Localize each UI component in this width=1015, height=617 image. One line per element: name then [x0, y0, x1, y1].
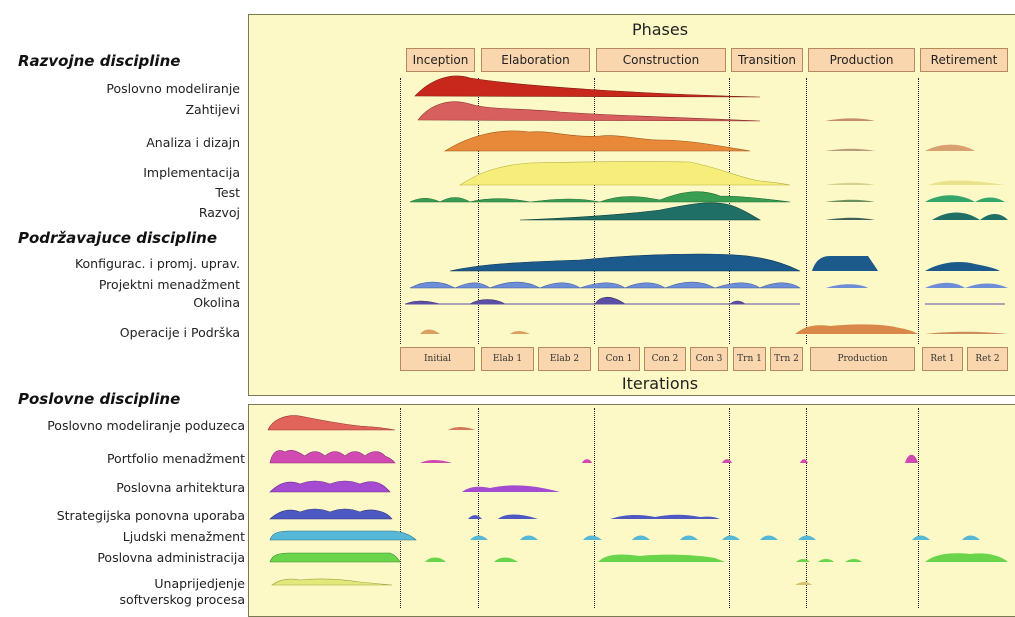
- iteration-con1: Con 1: [598, 347, 640, 371]
- iteration-trn1: Trn 1: [733, 347, 766, 371]
- discipline-label: Konfigurac. i promj. uprav.: [74, 256, 240, 271]
- boundary-line: [594, 78, 595, 344]
- iteration-ret2: Ret 2: [967, 347, 1008, 371]
- phase-inception: Inception: [406, 48, 475, 72]
- discipline-label: Test: [215, 185, 240, 200]
- iteration-con3: Con 3: [690, 347, 728, 371]
- discipline-label: Strategijska ponovna uporaba: [56, 508, 245, 523]
- boundary-line: [729, 78, 730, 344]
- boundary-line: [918, 408, 919, 608]
- discipline-label: softverskog procesa: [119, 592, 245, 607]
- iteration-elab1: Elab 1: [481, 347, 534, 371]
- discipline-label: Projektni menadžment: [98, 277, 240, 292]
- iteration-con2: Con 2: [644, 347, 686, 371]
- phases-title: Phases: [631, 20, 689, 39]
- phase-elaboration: Elaboration: [481, 48, 590, 72]
- iteration-trn2: Trn 2: [770, 347, 803, 371]
- business-panel: [248, 404, 1015, 617]
- discipline-label: Unaprijedjenje: [154, 576, 245, 591]
- boundary-line: [918, 78, 919, 344]
- discipline-label: Poslovna administracija: [97, 550, 245, 565]
- iteration-production: Production: [810, 347, 915, 371]
- phase-construction: Construction: [596, 48, 726, 72]
- boundary-line: [594, 408, 595, 608]
- boundary-line: [400, 78, 401, 344]
- iteration-ret1: Ret 1: [922, 347, 963, 371]
- boundary-line: [806, 78, 807, 344]
- discipline-label: Poslovno modeliranje: [106, 81, 240, 96]
- discipline-label: Analiza i dizajn: [146, 135, 240, 150]
- phase-production: Production: [808, 48, 915, 72]
- discipline-label: Razvoj: [198, 205, 240, 220]
- boundary-line: [478, 408, 479, 608]
- phase-retirement: Retirement: [920, 48, 1008, 72]
- discipline-label: Poslovno modeliranje poduzeca: [47, 418, 245, 433]
- discipline-label: Operacije i Podrška: [119, 325, 240, 340]
- boundary-line: [400, 408, 401, 608]
- section-razvojne: Razvojne discipline: [18, 52, 181, 70]
- discipline-label: Portfolio menadžment: [106, 451, 245, 466]
- boundary-line: [806, 408, 807, 608]
- discipline-label: Zahtijevi: [185, 102, 240, 117]
- discipline-label: Ljudski menažment: [122, 529, 245, 544]
- discipline-label: Poslovna arhitektura: [116, 480, 245, 495]
- iterations-title: Iterations: [621, 374, 699, 393]
- boundary-line: [478, 78, 479, 344]
- iteration-elab2: Elab 2: [538, 347, 591, 371]
- boundary-line: [729, 408, 730, 608]
- section-podrzavajuce: Podržavajuce discipline: [18, 229, 218, 247]
- discipline-label: Okolina: [193, 295, 240, 310]
- iteration-initial: Initial: [400, 347, 475, 371]
- section-poslovne: Poslovne discipline: [18, 390, 181, 408]
- phase-transition: Transition: [731, 48, 803, 72]
- discipline-label: Implementacija: [143, 165, 240, 180]
